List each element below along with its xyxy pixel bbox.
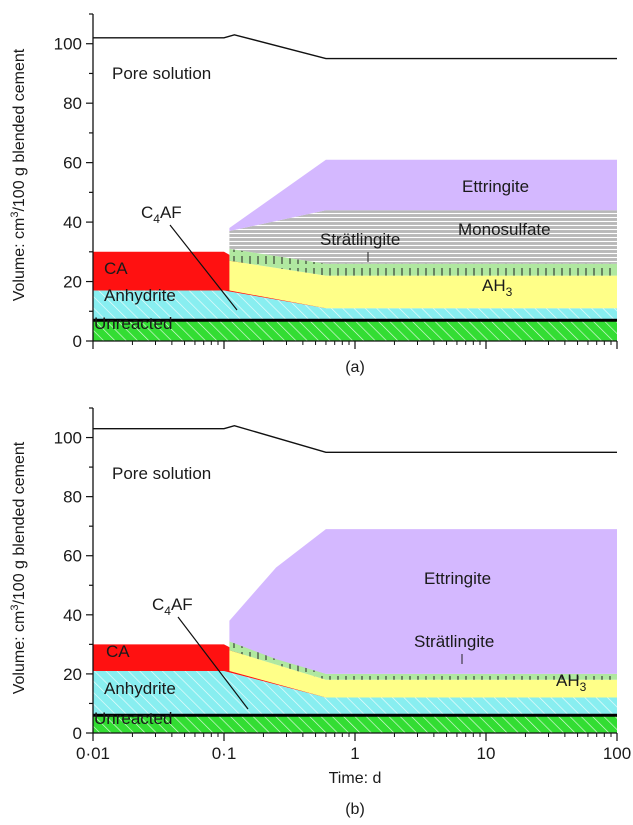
ah3-label: AH3 [556,671,587,694]
y-tick-label: 0 [73,724,82,743]
ca-label: CA [104,259,128,278]
area-ettringite [229,159,617,231]
pore-solution-label: Pore solution [112,464,211,483]
chart-panel-a: 0 20 40 60 80 100 Pore solution Ettringite Mo… [9,13,618,376]
c4af-subscript: 4 [153,212,160,226]
y-tick-label: 60 [63,154,82,173]
area-ca [93,251,617,309]
y-tick-label: 60 [63,547,82,566]
c4af-label: C4AF [152,595,193,618]
y-tick-label: 40 [63,213,82,232]
ah3-base: AH [482,276,506,295]
y-tick-label: 20 [63,273,82,292]
stratlingite-label: Strätlingite [414,632,494,651]
y-axis-ticks: 0 20 40 60 80 100 [54,13,617,351]
x-axis-ticks [92,341,618,349]
y-tick-label: 0 [73,332,82,351]
y-axis-label: Volume: cm3/100 g blended cement [9,441,28,694]
pore-solution-line [93,34,617,60]
x-tick-label: 0·01 [76,744,110,763]
unreacted-label: Unreacted [94,709,172,728]
area-anhydrite-hatch [93,671,617,716]
y-tick-label: 20 [63,665,82,684]
y-tick-label: 100 [54,429,82,448]
anhydrite-label: Anhydrite [104,679,176,698]
annotations: Pore solution Ettringite Strätlingite AH… [94,464,587,728]
area-layers [93,34,617,341]
area-layers [93,424,617,733]
c4af-label: C4AF [141,203,182,226]
area-stra-tlingite-ticks [229,248,617,276]
y-tick-label: 40 [63,606,82,625]
ettringite-label: Ettringite [462,177,529,196]
y-axis-ticks: 0 20 40 60 80 100 [54,407,617,743]
x-tick-label: 100 [603,744,631,763]
y-tick-label: 80 [63,488,82,507]
c4af-c: C [141,203,153,222]
area-unreacted-hatch [93,715,617,733]
area-unreacted-hatch [93,320,617,341]
ettringite-label: Ettringite [424,569,491,588]
monosulfate-label: Monosulfate [458,220,551,239]
x-tick-label: 10 [477,744,496,763]
area-ca [93,644,617,698]
area-ah3 [229,260,617,309]
x-axis-ticks: 0·01 0·1 1 10 100 [76,733,631,763]
c4af-af: AF [171,595,193,614]
c4af-c: C [152,595,164,614]
unreacted-label: Unreacted [94,314,172,333]
area-monosulfate-stripes [229,210,617,264]
x-tick-label: 0·1 [212,744,237,763]
annotations: Pore solution Ettringite Monosulfate Str… [94,64,551,333]
area-ettringite [229,529,617,674]
area-anhydrite-hatch [93,290,617,321]
chart-panel-b: 0 20 40 60 80 100 0·01 0·1 1 10 100 Pore solution… [9,407,631,818]
c4af-subscript: 4 [164,604,171,618]
c4af-leader [169,224,238,311]
x-tick-label: 1 [350,744,359,763]
area-stra-tlingite-ticks [229,641,617,680]
x-axis-label: Time: d [329,770,382,787]
ah3-subscript: 3 [580,680,587,694]
ah3-subscript: 3 [506,285,513,299]
pore-solution-label: Pore solution [112,64,211,83]
panel-label: (a) [345,359,365,376]
area-ah3 [229,650,617,698]
c4af-leader [177,616,249,710]
panel-label: (b) [345,801,365,818]
ah3-base: AH [556,671,580,690]
y-tick-label: 80 [63,94,82,113]
y-axis-label: Volume: cm3/100 g blended cement [9,48,28,301]
stratlingite-label: Strätlingite [320,230,400,249]
y-tick-label: 100 [54,35,82,54]
anhydrite-label: Anhydrite [104,286,176,305]
ah3-label: AH3 [482,276,513,299]
pore-solution-line [93,424,617,453]
ca-label: CA [106,642,130,661]
c4af-af: AF [160,203,182,222]
